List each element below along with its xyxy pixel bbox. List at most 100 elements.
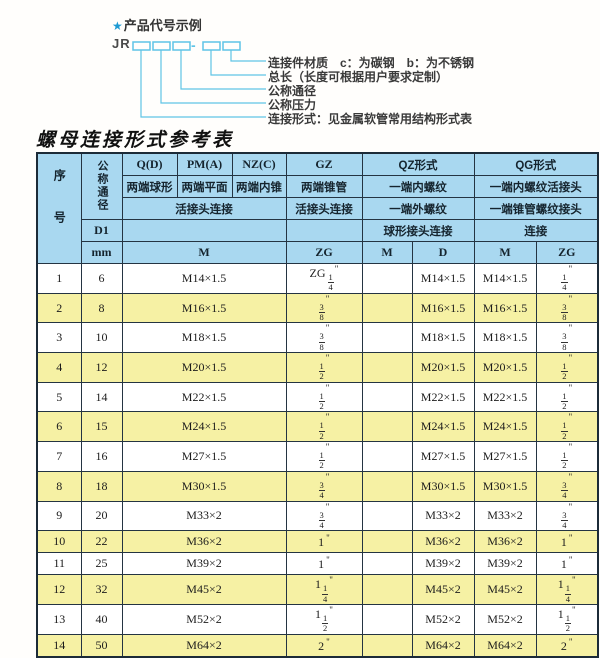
cell-seq: 7 bbox=[36, 441, 82, 472]
cell-gz: 1 2 " bbox=[285, 441, 363, 472]
cell-qz-m bbox=[361, 292, 413, 324]
cell-seq: 13 bbox=[36, 603, 82, 635]
diagram-label-pressure: 公称压力 bbox=[268, 98, 317, 112]
cell-m: M20×1.5 bbox=[121, 352, 287, 383]
header-group-pma: PM(A) bbox=[176, 152, 233, 176]
header-unit-qg-zg: ZG bbox=[535, 241, 599, 264]
table-row: 5 14 M22×1.5 1 2 " M22×1.5 M22×1.5 1 2 " bbox=[36, 381, 599, 413]
cell-qg-zg: 1 1 4 " bbox=[535, 574, 599, 605]
table-body: 1 6 M14×1.5 ZG 1 4 " M14×1.5 M14×1.5 1 4 " 2 8 M16×1.5… bbox=[36, 263, 599, 658]
table-header: 序号 公称通径 Q(D) PM(A) NZ(C) GZ QZ形式 QG形式 两端… bbox=[36, 152, 599, 264]
header-seq-text: 序号 bbox=[52, 169, 67, 253]
header-group-qd: Q(D) bbox=[121, 152, 178, 176]
header-blank-gz bbox=[285, 219, 363, 242]
nut-connection-reference-table: 序号 公称通径 Q(D) PM(A) NZ(C) GZ QZ形式 QG形式 两端… bbox=[36, 152, 600, 658]
cell-dn: 50 bbox=[80, 633, 123, 658]
cell-qz-d: M16×1.5 bbox=[411, 292, 475, 324]
cell-gz: 3 4 " bbox=[285, 470, 363, 502]
cell-m: M36×2 bbox=[121, 530, 287, 554]
diagram-label-connection: 连接形式：见金属软管常用结构形式表 bbox=[268, 112, 473, 126]
cell-qz-d: M20×1.5 bbox=[411, 352, 475, 383]
header-row-2: 两端球形 两端平面 两端内锥 两端锥管 一端内螺纹 一端内螺纹活接头 bbox=[37, 175, 599, 198]
cell-dn: 16 bbox=[80, 441, 123, 472]
cell-dn: 40 bbox=[80, 603, 123, 635]
header-dn-text: 公称通径 bbox=[96, 160, 108, 212]
cell-m: M33×2 bbox=[121, 500, 287, 532]
cell-m: M45×2 bbox=[121, 574, 287, 605]
header-group-nzc: NZ(C) bbox=[231, 152, 287, 176]
table-row: 1 6 M14×1.5 ZG 1 4 " M14×1.5 M14×1.5 1 4 " bbox=[36, 263, 599, 294]
cell-m: M39×2 bbox=[121, 552, 287, 576]
cell-qg-m: M52×2 bbox=[473, 603, 537, 635]
cell-gz: 1 1 2 " bbox=[285, 603, 363, 635]
cell-qg-m: M24×1.5 bbox=[473, 411, 537, 443]
cell-gz: 3 4 " bbox=[285, 500, 363, 532]
cell-qz-m bbox=[361, 574, 413, 605]
cell-qz-m bbox=[361, 352, 413, 383]
cell-gz: 1 1 4 " bbox=[285, 574, 363, 605]
cell-qg-m: M16×1.5 bbox=[473, 292, 537, 324]
cell-qz-d: M36×2 bbox=[411, 530, 475, 554]
cell-seq: 14 bbox=[36, 633, 82, 658]
header-row-5: mm M ZG M D M ZG bbox=[37, 241, 599, 264]
cell-qg-m: M27×1.5 bbox=[473, 441, 537, 472]
table-row: 9 20 M33×2 3 4 " M33×2 M33×2 3 4 " bbox=[36, 500, 599, 532]
product-code-diagram: ★产品代号示例 JR - 连接件材质 c：为碳钢 b：为不锈钢 总长（长度可根据… bbox=[0, 0, 600, 150]
cell-gz: 1 2 " bbox=[285, 352, 363, 383]
cell-qz-d: M45×2 bbox=[411, 574, 475, 605]
cell-qz-d: M24×1.5 bbox=[411, 411, 475, 443]
cell-qg-m: M14×1.5 bbox=[473, 263, 537, 294]
diagram-label-length: 总长（长度可根据用户要求定制） bbox=[268, 70, 449, 84]
code-prefix: JR bbox=[112, 36, 131, 51]
header-end-type-qg: 一端内螺纹活接头 bbox=[473, 175, 599, 198]
code-slot-box bbox=[222, 41, 241, 51]
cell-qz-d: M64×2 bbox=[411, 633, 475, 658]
cell-qz-m bbox=[361, 530, 413, 554]
table-row: 4 12 M20×1.5 1 2 " M20×1.5 M20×1.5 1 2 " bbox=[36, 352, 599, 383]
cell-dn: 20 bbox=[80, 500, 123, 532]
diagram-label-material: 连接件材质 c：为碳钢 b：为不锈钢 bbox=[268, 56, 475, 70]
cell-gz: 3 8 " bbox=[285, 322, 363, 354]
header-conn-taper: 一端锥管螺纹接头 bbox=[473, 197, 599, 220]
cell-seq: 12 bbox=[36, 574, 82, 605]
table-row: 12 32 M45×2 1 1 4 " M45×2 M45×2 1 1 4 " bbox=[36, 574, 599, 605]
cell-qz-m bbox=[361, 552, 413, 576]
cell-qg-zg: 1 " bbox=[535, 552, 599, 576]
cell-qz-m bbox=[361, 633, 413, 658]
cell-seq: 8 bbox=[36, 470, 82, 502]
cell-seq: 3 bbox=[36, 322, 82, 354]
cell-dn: 6 bbox=[80, 263, 123, 294]
header-end-type-qz: 一端内螺纹 bbox=[361, 175, 475, 198]
cell-qg-zg: 3 4 " bbox=[535, 470, 599, 502]
header-seq: 序号 bbox=[36, 152, 82, 264]
table-row: 11 25 M39×2 1 " M39×2 M39×2 1 " bbox=[36, 552, 599, 576]
header-conn: 连接 bbox=[473, 219, 599, 242]
cell-m: M16×1.5 bbox=[121, 292, 287, 324]
cell-qg-zg: 1 2 " bbox=[535, 411, 599, 443]
cell-qz-m bbox=[361, 381, 413, 413]
header-unit-qz-d: D bbox=[411, 241, 475, 264]
cell-seq: 4 bbox=[36, 352, 82, 383]
cell-qg-zg: 1 4 " bbox=[535, 263, 599, 294]
cell-dn: 32 bbox=[80, 574, 123, 605]
star-icon: ★ bbox=[112, 19, 123, 33]
cell-qz-m bbox=[361, 411, 413, 443]
code-slot-box bbox=[202, 41, 221, 51]
cell-qg-m: M22×1.5 bbox=[473, 381, 537, 413]
cell-qg-m: M30×1.5 bbox=[473, 470, 537, 502]
cell-dn: 15 bbox=[80, 411, 123, 443]
diagram-title: ★产品代号示例 bbox=[112, 15, 202, 34]
header-conn-union: 活接头连接 bbox=[121, 197, 287, 220]
cell-qz-d: M52×2 bbox=[411, 603, 475, 635]
header-unit-qz-m: M bbox=[361, 241, 413, 264]
header-conn-union-gz: 活接头连接 bbox=[285, 197, 363, 220]
cell-seq: 9 bbox=[36, 500, 82, 532]
cell-seq: 2 bbox=[36, 292, 82, 324]
cell-qg-m: M64×2 bbox=[473, 633, 537, 658]
cell-qg-zg: 1 " bbox=[535, 530, 599, 554]
leader-line bbox=[180, 50, 266, 90]
header-group-qg: QG形式 bbox=[473, 152, 599, 176]
header-group-gz: GZ bbox=[285, 152, 363, 176]
header-d1: D1 bbox=[80, 219, 123, 242]
